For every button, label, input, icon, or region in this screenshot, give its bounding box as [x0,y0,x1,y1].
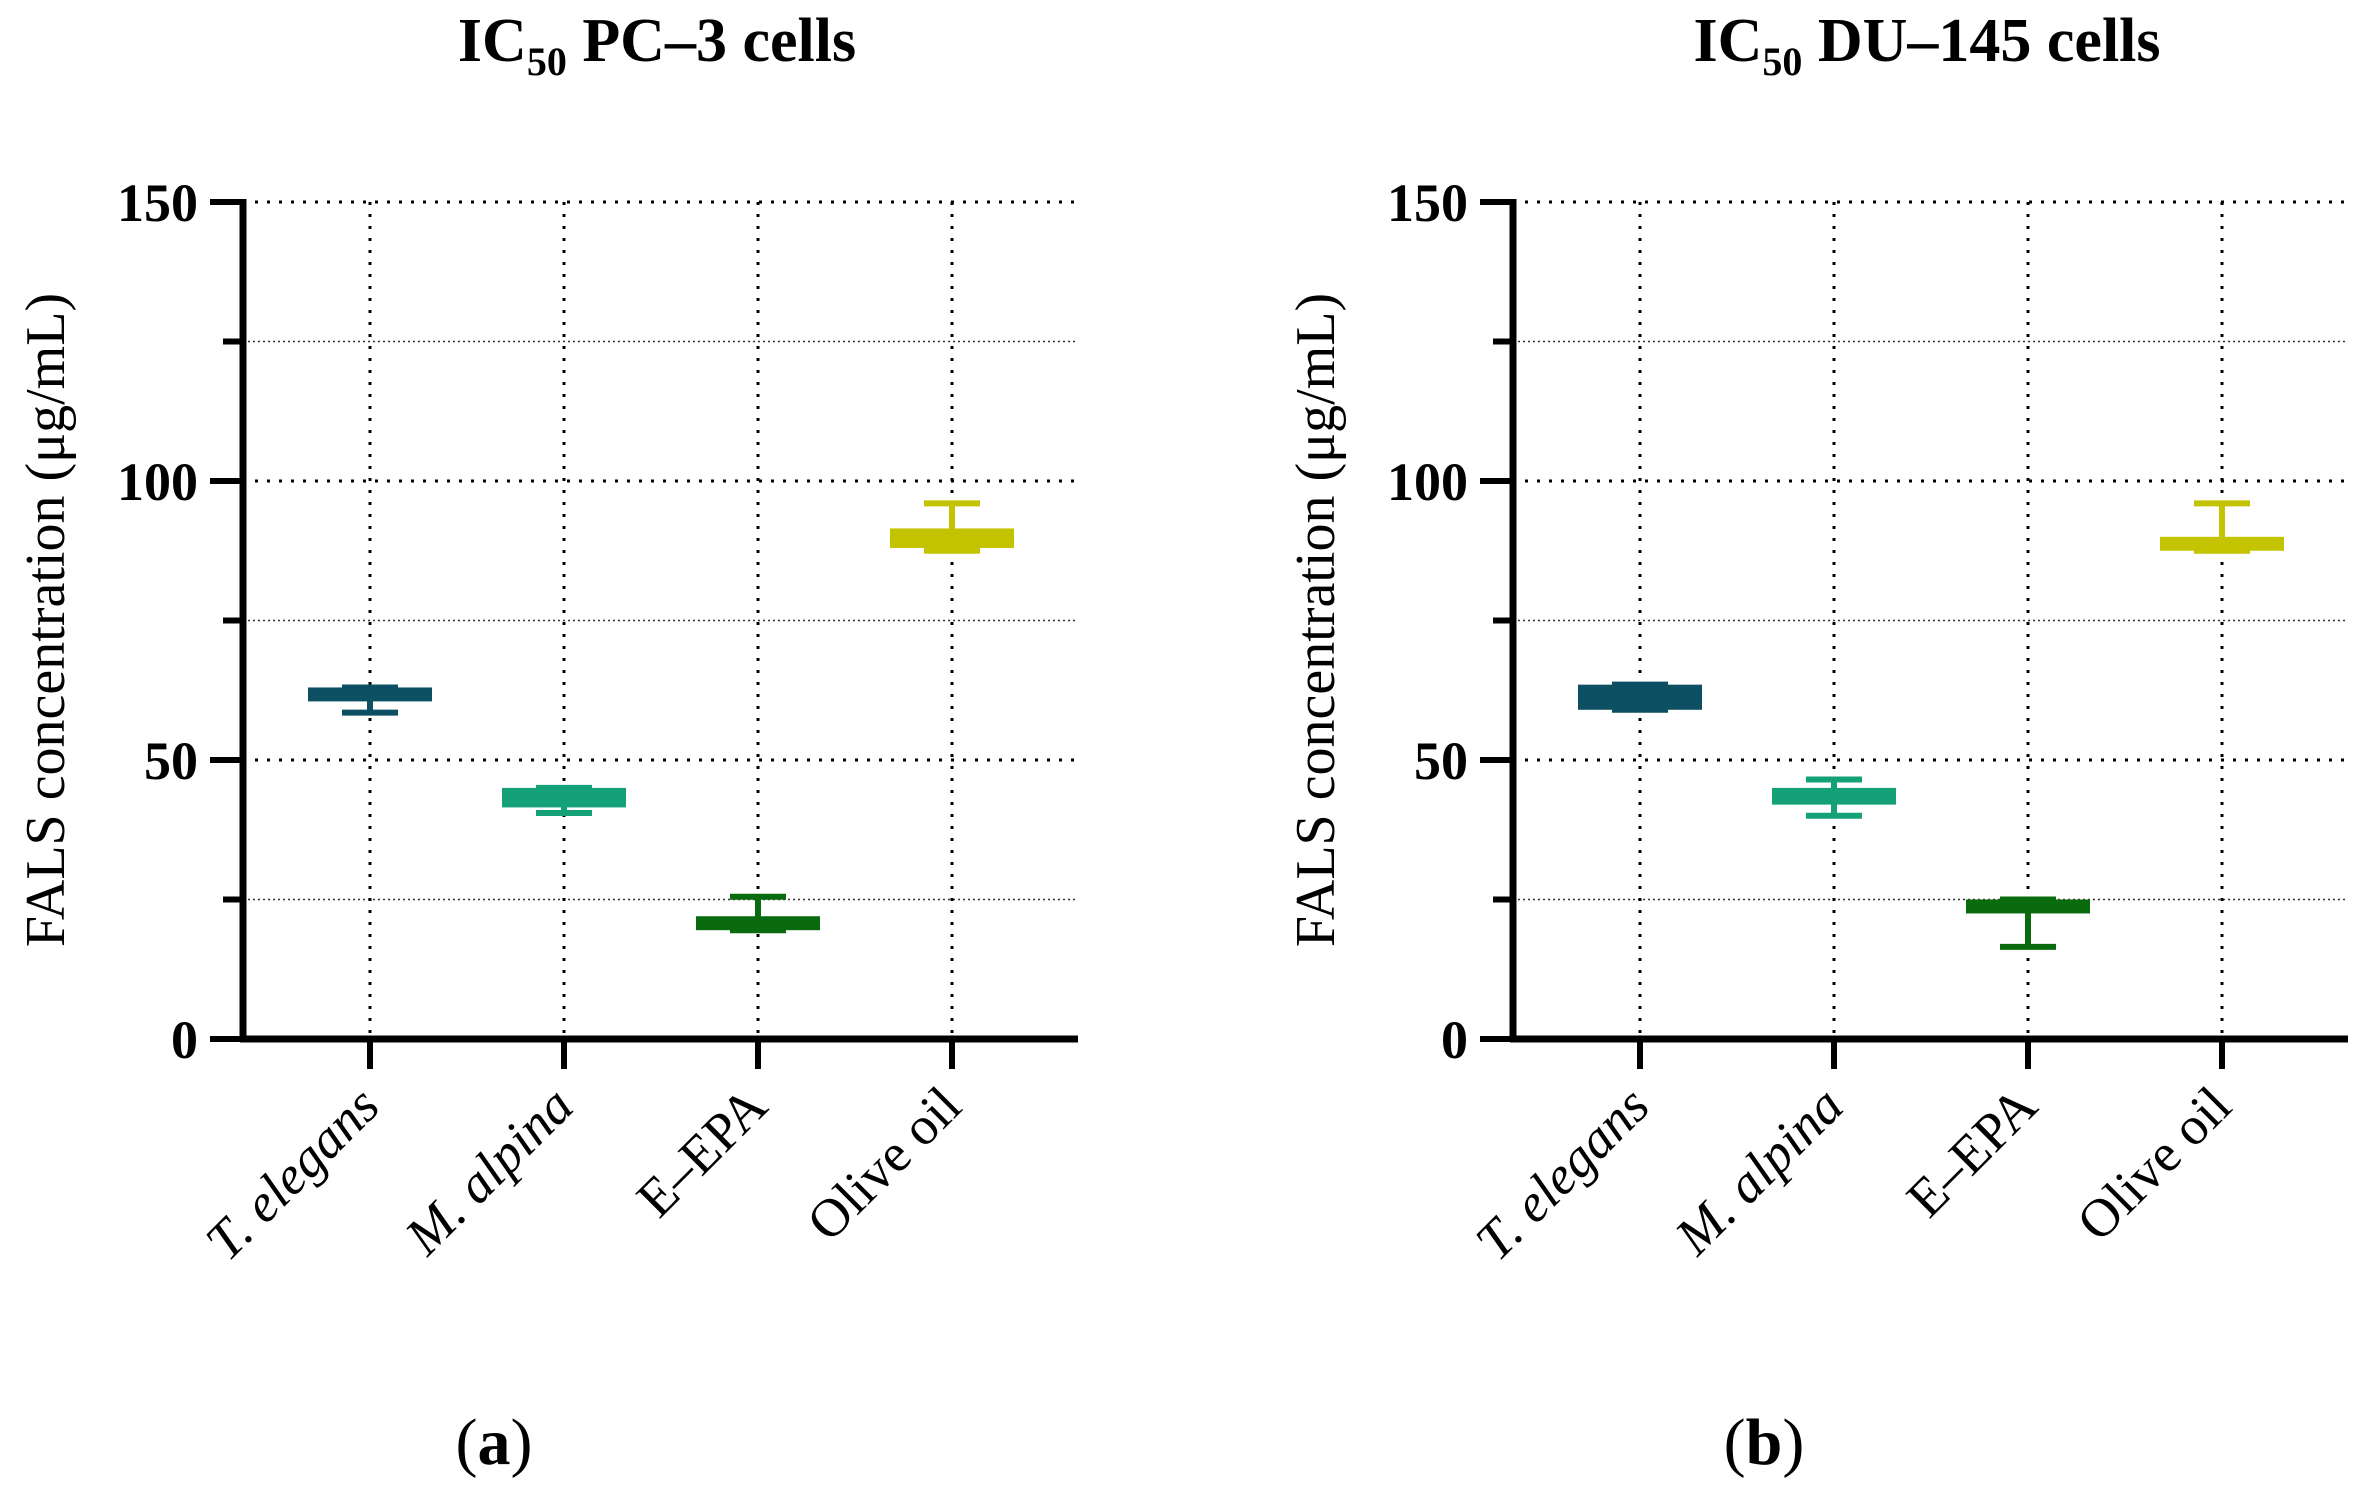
plot-area-a: 0 50 100 150 FALS concentration (μg/mL) T. el… [15,173,1078,1272]
y-tick-label: 150 [1387,173,1468,233]
y-tick-label: 0 [171,1010,198,1070]
y-axis-label: FALS concentration (μg/mL) [15,293,77,947]
x-tick-label: T. elegans [1464,1075,1661,1272]
panel-caption-a: (a) [455,1406,533,1479]
y-tick-label: 50 [144,731,198,791]
x-tick-label: E–EPA [1895,1075,2048,1228]
chart-title-a: IC50 PC–3 cells [457,7,857,84]
panel-caption-b: (b) [1723,1406,1805,1479]
x-tick-label: E–EPA [625,1075,778,1228]
y-tick-label: 0 [1441,1010,1468,1070]
y-tick-label: 100 [117,452,198,512]
plot-area-b: 0 50 100 150 FALS concentration (μg/mL) T. el… [1285,173,2348,1272]
x-tick-label: Olive oil [2065,1075,2242,1252]
x-tick-label: T. elegans [194,1075,391,1272]
x-tick-label: Olive oil [795,1075,972,1252]
chart-panel-b: IC50 DU–145 cells 0 50 100 150 FALS concentr… [1270,0,2367,1503]
x-tick-label: M. alpina [1663,1075,1855,1267]
y-axis-label: FALS concentration (μg/mL) [1285,293,1347,947]
chart-title-b: IC50 DU–145 cells [1693,7,2161,84]
y-tick-label: 150 [117,173,198,233]
chart-panel-a: IC50 PC–3 cells 0 50 100 150 FALS concentrat… [0,0,1183,1503]
y-tick-label: 50 [1414,731,1468,791]
x-tick-label: M. alpina [393,1075,585,1267]
y-tick-label: 100 [1387,452,1468,512]
